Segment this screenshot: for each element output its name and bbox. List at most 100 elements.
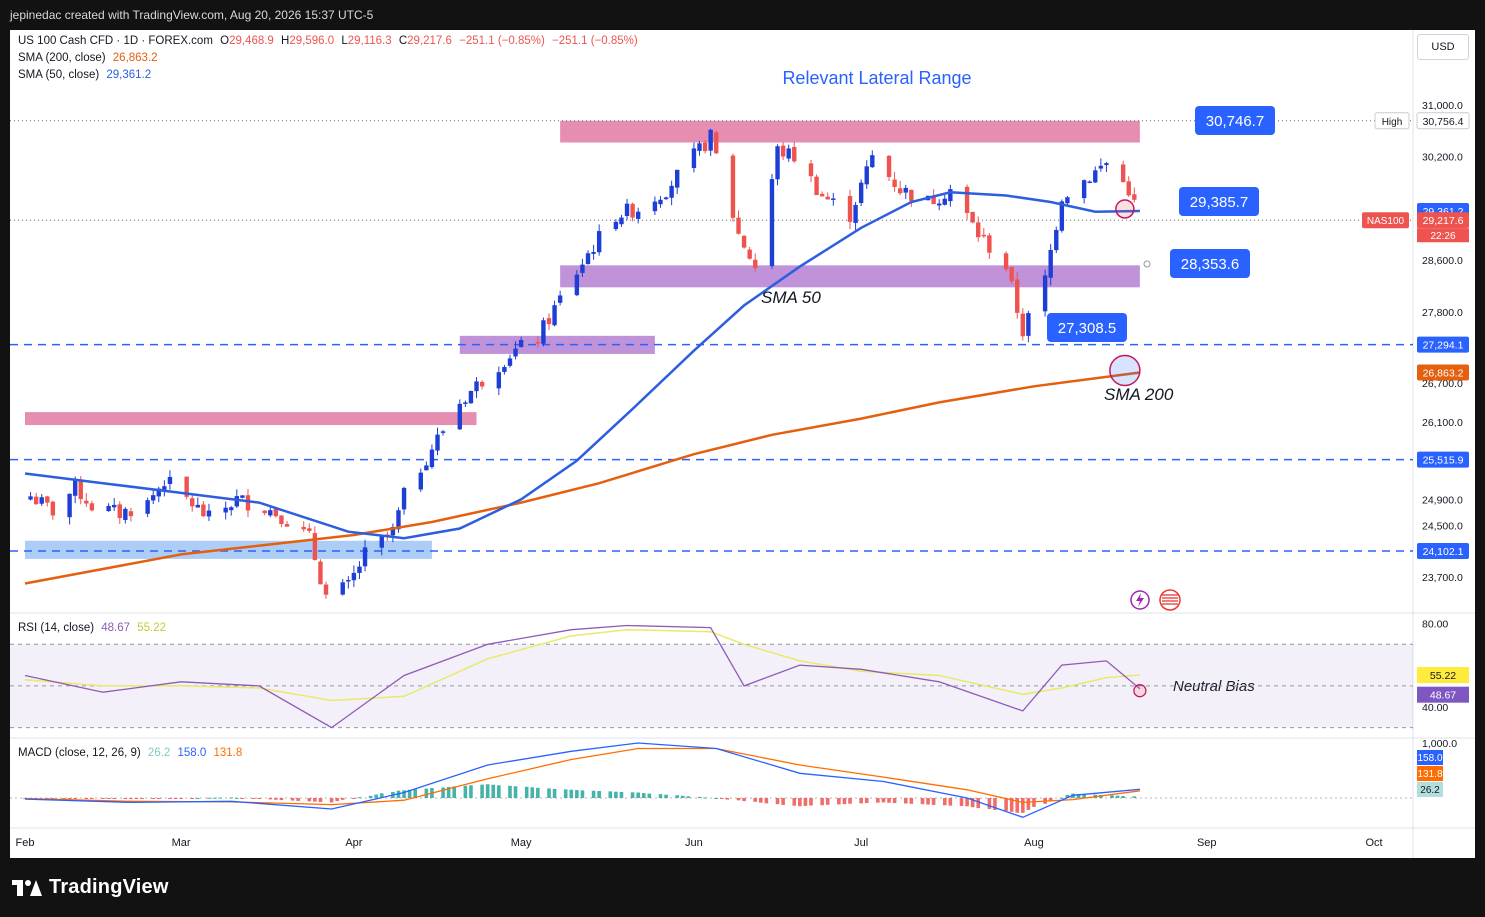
candle[interactable] <box>541 317 546 347</box>
candle[interactable] <box>853 201 858 230</box>
candle[interactable] <box>702 139 708 154</box>
candle[interactable] <box>741 234 747 249</box>
candle[interactable] <box>318 559 323 585</box>
callout-label-box[interactable] <box>1170 249 1250 278</box>
candle[interactable] <box>396 507 401 533</box>
candle[interactable] <box>45 495 50 507</box>
candle[interactable] <box>864 160 869 189</box>
rsi-line[interactable] <box>24 624 1141 729</box>
candle[interactable] <box>736 210 741 235</box>
candle[interactable] <box>440 429 446 436</box>
legend-row-rsi[interactable]: RSI (14, close) 48.67 55.22 <box>18 622 166 634</box>
candle[interactable] <box>814 174 819 196</box>
candle[interactable] <box>340 579 345 596</box>
candle[interactable] <box>518 336 524 348</box>
candle[interactable] <box>624 198 630 221</box>
candle[interactable] <box>1104 162 1109 173</box>
candle[interactable] <box>190 495 195 512</box>
candle[interactable] <box>245 488 251 518</box>
candle[interactable] <box>1120 160 1126 183</box>
candle[interactable] <box>792 141 797 163</box>
candle[interactable] <box>145 497 150 518</box>
candle[interactable] <box>106 503 111 512</box>
candle[interactable] <box>847 189 853 230</box>
candle[interactable] <box>201 501 206 517</box>
candle[interactable] <box>28 491 33 501</box>
candle[interactable] <box>635 207 641 224</box>
candle[interactable] <box>981 227 986 239</box>
candle[interactable] <box>1020 308 1026 341</box>
candle[interactable] <box>229 506 234 516</box>
callout-label-box[interactable] <box>1195 106 1275 135</box>
candle[interactable] <box>1026 310 1031 343</box>
zone-handle[interactable] <box>1143 260 1151 268</box>
candle[interactable] <box>39 494 44 506</box>
candle[interactable] <box>390 523 396 543</box>
candle[interactable] <box>552 300 557 327</box>
candle[interactable] <box>936 199 942 211</box>
candle[interactable] <box>819 191 825 197</box>
candle[interactable] <box>747 247 752 260</box>
candle[interactable] <box>669 180 674 206</box>
candle[interactable] <box>970 211 975 224</box>
candle[interactable] <box>111 498 117 511</box>
candle[interactable] <box>808 159 814 183</box>
candle[interactable] <box>535 336 541 348</box>
candle[interactable] <box>167 470 173 490</box>
candle[interactable] <box>312 526 318 561</box>
candle[interactable] <box>351 565 357 588</box>
legend-row-sma50[interactable]: SMA (50, close) 29,361.2 <box>18 69 151 81</box>
candle[interactable] <box>240 495 245 499</box>
candle[interactable] <box>195 497 201 508</box>
candle[interactable] <box>401 486 407 515</box>
macd-line[interactable] <box>24 742 1140 818</box>
tradingview-logo[interactable]: TradingView <box>12 876 169 899</box>
candle[interactable] <box>1048 243 1053 286</box>
candle[interactable] <box>613 219 619 231</box>
candle[interactable] <box>151 488 156 504</box>
currency-button[interactable]: USD <box>1417 34 1469 60</box>
candle[interactable] <box>268 507 273 518</box>
candle[interactable] <box>663 196 669 200</box>
candle[interactable] <box>474 377 479 399</box>
candle[interactable] <box>652 196 658 216</box>
candle[interactable] <box>903 184 908 200</box>
candle[interactable] <box>870 150 875 168</box>
candle[interactable] <box>50 500 56 520</box>
candle[interactable] <box>892 171 897 192</box>
candle[interactable] <box>942 195 947 206</box>
candle[interactable] <box>1009 266 1014 284</box>
callout-label-box[interactable] <box>1179 187 1259 216</box>
candle[interactable] <box>435 427 440 456</box>
candle[interactable] <box>831 193 836 206</box>
candle[interactable] <box>162 480 167 497</box>
candle[interactable] <box>775 144 780 186</box>
candle[interactable] <box>769 173 775 269</box>
candle[interactable] <box>730 153 736 222</box>
candle[interactable] <box>557 290 563 306</box>
candle[interactable] <box>580 258 585 277</box>
candle[interactable] <box>262 510 267 516</box>
chart-svg[interactable]: Relevant Lateral Range 30,746.7 29,385.7 28… <box>10 30 1475 858</box>
candle[interactable] <box>753 253 758 272</box>
candle[interactable] <box>585 250 591 265</box>
candle[interactable] <box>786 144 791 162</box>
candle[interactable] <box>301 521 306 532</box>
candle[interactable] <box>284 520 290 527</box>
candle[interactable] <box>496 366 502 395</box>
legend-row-macd[interactable]: MACD (close, 12, 26, 9) 26.2 158.0 131.8 <box>18 747 242 759</box>
candle[interactable] <box>223 501 228 520</box>
candle[interactable] <box>858 179 864 207</box>
candle[interactable] <box>362 539 368 572</box>
candle[interactable] <box>418 468 423 492</box>
candle[interactable] <box>1098 158 1104 172</box>
candle[interactable] <box>1042 269 1048 317</box>
candle[interactable] <box>1015 271 1020 319</box>
candle[interactable] <box>307 523 312 534</box>
candle[interactable] <box>424 461 429 471</box>
candle[interactable] <box>780 142 786 161</box>
candle[interactable] <box>658 195 663 208</box>
sma50-line[interactable] <box>24 191 1140 540</box>
candle[interactable] <box>84 493 89 507</box>
callout-label-box[interactable] <box>1047 313 1127 342</box>
